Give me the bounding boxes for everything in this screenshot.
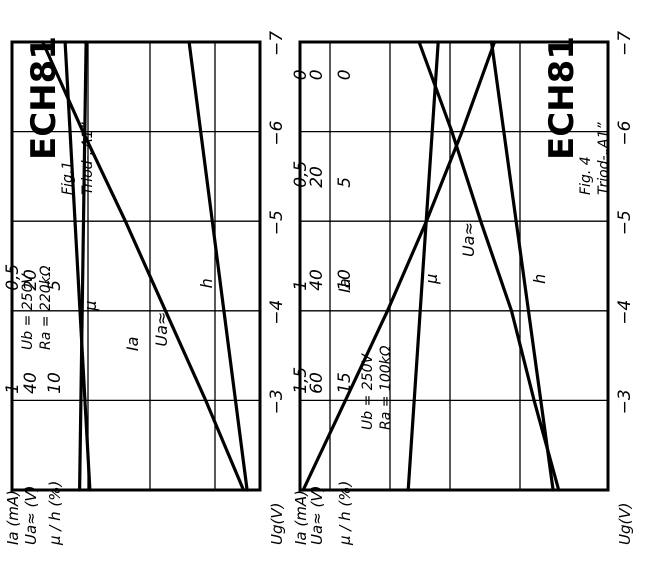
value-axis-title-h-fig-4: μ / h (%) bbox=[336, 481, 354, 546]
value-axis-title-ia-fig-1: Ia (mA) bbox=[4, 490, 22, 545]
value-tick-label-fig-4: 15 bbox=[335, 372, 355, 394]
series-line-ua-fig-1 bbox=[63, 40, 92, 492]
series-line-ia-fig-4 bbox=[301, 40, 497, 492]
ug-axis-title-fig-1: Ug(V) bbox=[268, 503, 286, 545]
value-tick-label-fig-1: 20 bbox=[21, 269, 41, 291]
grid-fig-1 bbox=[12, 42, 260, 490]
value-tick-label-fig-4: 1 bbox=[291, 280, 311, 291]
tube-title-fig-4: ECH81 bbox=[542, 36, 582, 160]
mode-label-fig-1: Triod-„A1” bbox=[80, 122, 96, 195]
ug-axis-title-fig-4: Ug(V) bbox=[616, 503, 634, 545]
condition-ub-fig-4: Ub = 250V bbox=[360, 353, 376, 430]
value-tick-label-fig-4: 60 bbox=[307, 372, 327, 394]
series-label-ia-fig-1: Ia bbox=[123, 337, 142, 352]
ug-tick-label-fig-4: −4 bbox=[615, 300, 635, 325]
grid-fig-4 bbox=[300, 42, 608, 490]
series-line-ua-fig-4 bbox=[417, 40, 561, 492]
value-tick-label-fig-4: 5 bbox=[335, 177, 355, 188]
chart-fig-1: μ Ia Ua≈ h ECH81 Fig.1 Triod-„A1” Ub = 250V… bbox=[10, 36, 262, 492]
tube-title-fig-1: ECH81 bbox=[24, 36, 64, 160]
value-tick-label-fig-4: 0 bbox=[291, 69, 311, 80]
chart-fig-4: Ia μ Ua≈ h ECH81 Fig. 4 Triod-„A1” Ub = 250… bbox=[298, 36, 612, 492]
ug-tick-label-fig-4: −3 bbox=[615, 389, 635, 414]
plot-frame-fig-1 bbox=[10, 40, 262, 492]
series-label-h-fig-4: h bbox=[530, 274, 549, 284]
series-label-item-fig-1: μ bbox=[81, 301, 100, 312]
ug-tick-label-fig-1: −4 bbox=[267, 300, 287, 325]
value-tick-label-fig-4: 1,5 bbox=[291, 367, 311, 394]
series-label-item-fig-4: μ bbox=[422, 274, 441, 285]
figure-label-fig-4: Fig. 4 bbox=[578, 156, 594, 195]
value-tick-label-fig-4: 0 bbox=[335, 69, 355, 80]
axis-labels: −3 −4 −5 −6 −7 Ug(V) Ia (mA) 1 0,5 Ua≈ (V) 40 20 μ /… bbox=[3, 31, 635, 546]
value-tick-label-fig-1: 0,5 bbox=[3, 264, 23, 291]
condition-ra-fig-4: Ra = 100kΩ bbox=[378, 345, 394, 430]
ug-tick-label-fig-1: −7 bbox=[267, 31, 287, 56]
series-label-ua-fig-4: Ua≈ bbox=[459, 222, 478, 257]
ug-tick-label-fig-1: −3 bbox=[267, 389, 287, 414]
series-label-ua-fig-1: Ua≈ bbox=[152, 312, 171, 347]
value-tick-label-fig-1: 5 bbox=[45, 280, 65, 291]
series-line-item-fig-1 bbox=[78, 40, 88, 492]
figure-label-fig-1: Fig.1 bbox=[60, 161, 76, 195]
value-tick-label-fig-1: 10 bbox=[45, 372, 65, 394]
ug-tick-label-fig-4: −6 bbox=[615, 120, 635, 145]
series-label-ia-fig-4: Ia bbox=[335, 278, 354, 293]
ug-tick-label-fig-1: −5 bbox=[267, 210, 287, 235]
curves-fig-4: Ia μ Ua≈ h bbox=[301, 40, 561, 492]
plot-frame-fig-4 bbox=[298, 40, 610, 492]
value-tick-label-fig-4: 10 bbox=[335, 269, 355, 291]
value-tick-label-fig-4: 0 bbox=[307, 69, 327, 80]
mode-label-fig-4: Triod-„A1” bbox=[596, 122, 612, 195]
series-line-item-fig-4 bbox=[406, 40, 440, 492]
value-axis-title-ua-fig-1: Ua≈ (V) bbox=[22, 486, 40, 545]
ug-tick-label-fig-4: −7 bbox=[615, 31, 635, 56]
value-axis-title-ua-fig-4: Ua≈ (V) bbox=[308, 486, 326, 545]
value-tick-label-fig-4: 0,5 bbox=[291, 161, 311, 188]
condition-ra-fig-1: Ra = 220kΩ bbox=[38, 265, 54, 350]
series-line-h-fig-1 bbox=[187, 40, 249, 492]
series-line-h-fig-4 bbox=[489, 40, 555, 492]
ug-tick-label-fig-4: −5 bbox=[615, 210, 635, 235]
series-line-ia-fig-1 bbox=[41, 40, 246, 492]
value-axis-title-h-fig-1: μ / h (%) bbox=[46, 481, 64, 546]
condition-ub-fig-1: Ub = 250V bbox=[20, 273, 36, 350]
series-label-h-fig-1: h bbox=[197, 278, 216, 288]
curves-fig-1: μ Ia Ua≈ h bbox=[41, 40, 249, 492]
value-axis-title-ia-fig-4: Ia (mA) bbox=[292, 490, 310, 545]
value-tick-label-fig-4: 40 bbox=[307, 269, 327, 291]
value-tick-label-fig-4: 20 bbox=[307, 166, 327, 188]
ug-tick-label-fig-1: −6 bbox=[267, 120, 287, 145]
value-tick-label-fig-1: 40 bbox=[21, 372, 41, 394]
value-tick-label-fig-1: 1 bbox=[3, 383, 23, 394]
